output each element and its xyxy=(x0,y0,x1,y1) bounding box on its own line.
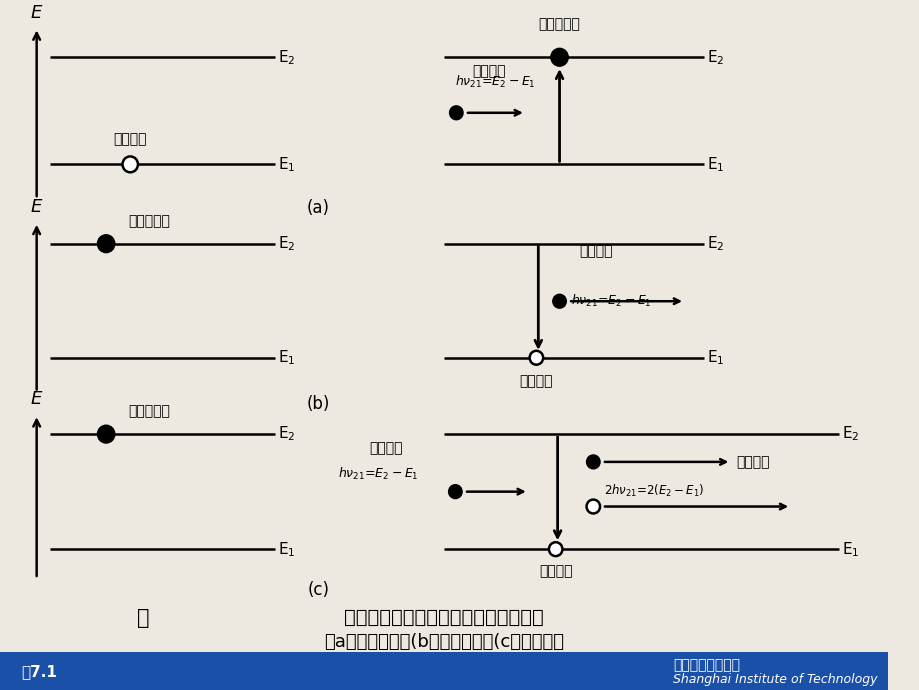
Text: E$_1$: E$_1$ xyxy=(707,155,724,174)
Text: E$_1$: E$_1$ xyxy=(278,155,295,174)
Text: $h\nu_{21}$=$E_2-E_1$: $h\nu_{21}$=$E_2-E_1$ xyxy=(455,74,536,90)
Text: E$_2$: E$_2$ xyxy=(841,425,858,444)
Text: 激发态粒子: 激发态粒子 xyxy=(129,214,170,228)
Text: 基态粒子: 基态粒子 xyxy=(113,132,147,146)
Text: E$_1$: E$_1$ xyxy=(278,348,295,367)
Text: （a）受激吸收；(b）自发发射；(c）受激发射: （a）受激吸收；(b）自发发射；(c）受激发射 xyxy=(323,633,563,651)
Text: E$_2$: E$_2$ xyxy=(278,425,295,444)
Text: 激发光子: 激发光子 xyxy=(472,64,505,78)
Text: $h\nu_{21}$=$E_2-E_1$: $h\nu_{21}$=$E_2-E_1$ xyxy=(571,293,651,309)
Text: E$_2$: E$_2$ xyxy=(278,235,295,253)
Circle shape xyxy=(586,455,599,469)
Circle shape xyxy=(549,542,562,556)
Text: E$_2$: E$_2$ xyxy=(707,48,724,67)
Text: 粒子的受激吸收、自发发射和受激发射: 粒子的受激吸收、自发发射和受激发射 xyxy=(344,608,543,627)
Text: E$_1$: E$_1$ xyxy=(278,540,295,558)
Text: 基态粒子: 基态粒子 xyxy=(539,564,572,578)
Circle shape xyxy=(550,48,568,66)
Text: (b): (b) xyxy=(306,395,330,413)
Text: Shanghai Institute of Technology: Shanghai Institute of Technology xyxy=(673,673,877,686)
Circle shape xyxy=(552,294,566,308)
Text: $E$: $E$ xyxy=(30,3,43,21)
Text: 激发态粒子: 激发态粒子 xyxy=(538,17,580,32)
Text: 受激辐射: 受激辐射 xyxy=(735,455,769,469)
Circle shape xyxy=(97,235,115,253)
Text: E$_2$: E$_2$ xyxy=(707,235,724,253)
Text: (c): (c) xyxy=(307,581,329,599)
Text: 图: 图 xyxy=(136,608,149,628)
Text: $h\nu_{21}$=$E_2-E_1$: $h\nu_{21}$=$E_2-E_1$ xyxy=(337,466,418,482)
Circle shape xyxy=(586,500,599,513)
Text: E$_1$: E$_1$ xyxy=(841,540,858,558)
Circle shape xyxy=(529,351,542,365)
Text: $E$: $E$ xyxy=(30,391,43,408)
Text: 自发辐射: 自发辐射 xyxy=(579,244,612,259)
Circle shape xyxy=(122,157,138,172)
Text: 图7.1: 图7.1 xyxy=(21,664,57,679)
Text: 基态粒子: 基态粒子 xyxy=(519,375,552,388)
Text: 激发态粒子: 激发态粒子 xyxy=(129,404,170,418)
Circle shape xyxy=(97,425,115,443)
Bar xyxy=(0,652,887,690)
Text: E$_2$: E$_2$ xyxy=(278,48,295,67)
Text: (a): (a) xyxy=(307,199,330,217)
Circle shape xyxy=(448,484,461,499)
Text: 诱发光子: 诱发光子 xyxy=(369,441,403,455)
Circle shape xyxy=(449,106,462,120)
Text: 上海应用技术学院: 上海应用技术学院 xyxy=(673,658,740,672)
Text: E$_1$: E$_1$ xyxy=(707,348,724,367)
Text: $2h\nu_{21}$=$2(E_2-E_1)$: $2h\nu_{21}$=$2(E_2-E_1)$ xyxy=(603,482,703,499)
Text: $E$: $E$ xyxy=(30,198,43,216)
